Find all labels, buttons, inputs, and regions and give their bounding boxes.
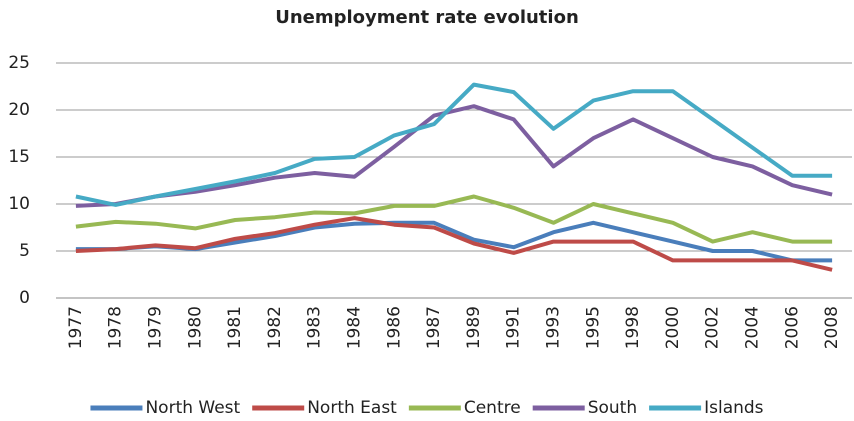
x-tick-label: 1984 bbox=[345, 306, 365, 349]
y-tick-label: 25 bbox=[8, 53, 30, 73]
legend-label: South bbox=[588, 398, 637, 418]
legend-label: Centre bbox=[464, 398, 521, 418]
x-tick-label: 1998 bbox=[623, 306, 643, 349]
x-tick-label: 1991 bbox=[504, 306, 524, 349]
series-line bbox=[75, 104, 833, 208]
y-tick-label: 5 bbox=[19, 241, 30, 261]
x-tick-label: 1989 bbox=[464, 306, 484, 349]
x-tick-label: 1995 bbox=[583, 306, 603, 349]
series-line bbox=[75, 216, 833, 272]
x-tick-label: 1981 bbox=[225, 306, 245, 349]
legend-label: North West bbox=[145, 398, 240, 418]
legend-label: North East bbox=[307, 398, 397, 418]
x-tick-label: 2006 bbox=[782, 306, 802, 349]
x-tick-label: 1982 bbox=[265, 306, 285, 349]
x-tick-label: 1987 bbox=[424, 306, 444, 349]
x-tick-label: 1983 bbox=[305, 306, 325, 349]
y-tick-label: 15 bbox=[8, 147, 30, 167]
chart-title: Unemployment rate evolution bbox=[275, 7, 579, 28]
y-tick-label: 10 bbox=[8, 194, 30, 214]
x-tick-label: 1993 bbox=[544, 306, 564, 349]
x-tick-label: 1986 bbox=[384, 306, 404, 349]
y-tick-label: 0 bbox=[19, 288, 30, 308]
series-line bbox=[75, 82, 833, 207]
x-tick-label: 1980 bbox=[185, 306, 205, 349]
x-tick-label: 1979 bbox=[146, 306, 166, 349]
x-tick-label: 1978 bbox=[106, 306, 126, 349]
x-tick-label: 2002 bbox=[703, 306, 723, 349]
x-tick-label: 2004 bbox=[743, 306, 763, 349]
series-line bbox=[75, 194, 833, 244]
x-tick-label: 2000 bbox=[663, 306, 683, 349]
legend-label: Islands bbox=[704, 398, 764, 418]
x-tick-label: 2008 bbox=[822, 306, 842, 349]
y-tick-label: 20 bbox=[8, 100, 30, 120]
x-tick-label: 1977 bbox=[66, 306, 86, 349]
legend: North West North East Centre South Islands bbox=[90, 398, 764, 418]
